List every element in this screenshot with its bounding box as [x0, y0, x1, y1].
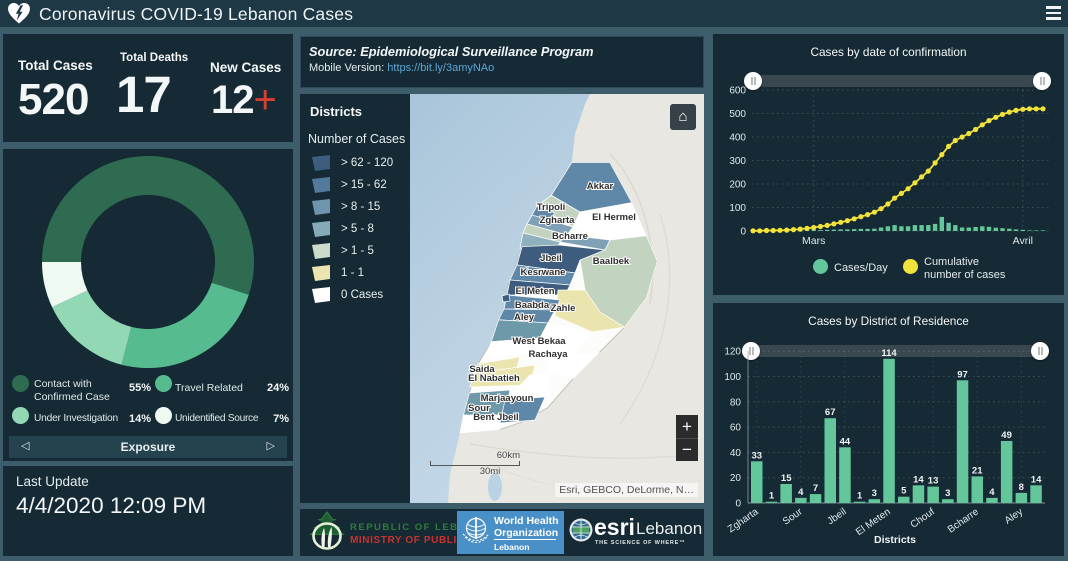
svg-text:1: 1	[769, 491, 775, 502]
svg-text:4: 4	[798, 487, 804, 498]
svg-text:200: 200	[729, 180, 746, 191]
svg-text:Aley: Aley	[1003, 506, 1025, 526]
svg-text:Zahle: Zahle	[551, 303, 576, 314]
svg-text:14: 14	[1031, 474, 1042, 485]
svg-text:40: 40	[730, 448, 742, 459]
svg-text:67: 67	[825, 407, 836, 418]
svg-text:Rachaya: Rachaya	[528, 349, 568, 360]
svg-text:100: 100	[724, 372, 741, 383]
svg-text:100: 100	[729, 203, 746, 214]
svg-text:8: 8	[1019, 482, 1024, 493]
svg-text:Zgharta: Zgharta	[540, 215, 576, 226]
svg-text:33: 33	[752, 450, 763, 461]
svg-text:Sour: Sour	[781, 506, 805, 528]
svg-text:97: 97	[957, 369, 968, 380]
svg-text:Bent Jbeil: Bent Jbeil	[473, 412, 518, 423]
svg-text:21: 21	[972, 465, 983, 476]
svg-text:114: 114	[881, 348, 897, 359]
svg-text:El Hermel: El Hermel	[592, 212, 636, 223]
svg-text:1: 1	[857, 491, 863, 502]
svg-text:600: 600	[729, 86, 746, 97]
svg-text:44: 44	[840, 436, 851, 447]
svg-text:49: 49	[1001, 430, 1012, 441]
svg-text:300: 300	[729, 156, 746, 167]
svg-text:400: 400	[729, 133, 746, 144]
svg-text:15: 15	[781, 473, 792, 484]
svg-text:Jbeil: Jbeil	[540, 253, 562, 264]
svg-text:5: 5	[901, 486, 907, 497]
svg-text:20: 20	[730, 473, 742, 484]
svg-text:Bcharre: Bcharre	[552, 231, 588, 242]
svg-text:7: 7	[813, 483, 818, 494]
svg-text:Districts: Districts	[874, 534, 916, 546]
svg-text:West Bekaa: West Bekaa	[512, 336, 566, 347]
svg-text:Chouf: Chouf	[909, 506, 937, 530]
svg-text:El Meten: El Meten	[515, 286, 554, 297]
svg-text:Bcharre: Bcharre	[946, 506, 981, 535]
svg-text:Marjaayoun: Marjaayoun	[481, 393, 534, 404]
svg-text:Kesrwane: Kesrwane	[521, 267, 566, 278]
svg-text:Baalbek: Baalbek	[593, 256, 630, 267]
svg-text:0: 0	[740, 227, 746, 238]
svg-text:Baabda: Baabda	[515, 300, 550, 311]
svg-text:0: 0	[735, 499, 741, 510]
svg-text:Mars: Mars	[802, 235, 825, 247]
svg-text:Zgharta: Zgharta	[726, 506, 761, 535]
svg-text:3: 3	[945, 488, 950, 499]
svg-text:Aley: Aley	[514, 312, 535, 323]
svg-text:120: 120	[724, 347, 741, 358]
svg-text:Akkar: Akkar	[587, 181, 614, 192]
svg-text:Sour: Sour	[468, 403, 490, 414]
svg-text:Tripoli: Tripoli	[537, 202, 566, 213]
svg-text:Avril: Avril	[1013, 235, 1033, 247]
svg-text:60: 60	[730, 423, 742, 434]
svg-text:4: 4	[989, 487, 995, 498]
svg-text:El Nabatieh: El Nabatieh	[468, 373, 520, 384]
svg-text:13: 13	[928, 476, 939, 487]
svg-text:500: 500	[729, 109, 746, 120]
svg-text:Saida: Saida	[469, 364, 495, 375]
svg-text:3: 3	[872, 488, 877, 499]
svg-text:Jbeil: Jbeil	[825, 506, 848, 527]
svg-text:80: 80	[730, 397, 742, 408]
svg-text:14: 14	[913, 474, 924, 485]
